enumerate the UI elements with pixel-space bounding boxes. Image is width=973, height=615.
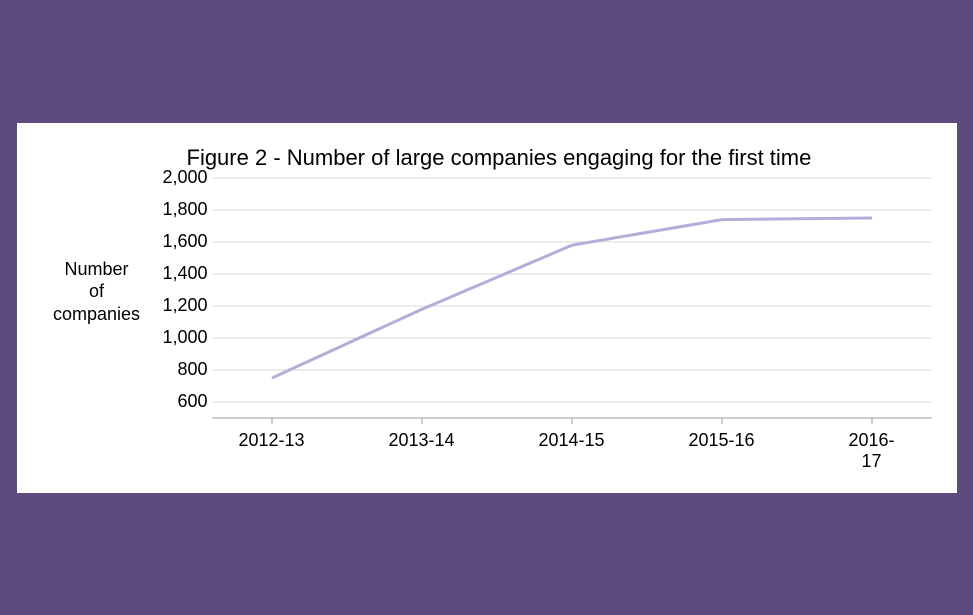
y-tick-label: 2,000 [152,167,208,188]
y-tick-label: 1,800 [152,199,208,220]
x-tick-label: 2012-13 [238,430,304,451]
y-tick-label: 1,400 [152,263,208,284]
x-tick-label: 2014-15 [538,430,604,451]
y-axis-label: Number of companies [47,258,147,326]
chart-title: Figure 2 - Number of large companies eng… [187,145,812,171]
chart-card: Figure 2 - Number of large companies eng… [17,123,957,493]
y-axis-label-line: companies [47,303,147,326]
y-tick-label: 1,000 [152,327,208,348]
x-tick-label: 2016-17 [842,430,902,472]
y-tick-label: 600 [152,391,208,412]
y-tick-label: 800 [152,359,208,380]
x-tick-label: 2013-14 [388,430,454,451]
y-axis-label-line: Number [47,258,147,281]
x-tick-label: 2015-16 [688,430,754,451]
y-axis-label-line: of [47,280,147,303]
plot-area: 6008001,0001,2001,4001,6001,8002,0002012… [152,178,932,468]
y-tick-label: 1,200 [152,295,208,316]
chart-svg [212,178,932,418]
y-tick-label: 1,600 [152,231,208,252]
